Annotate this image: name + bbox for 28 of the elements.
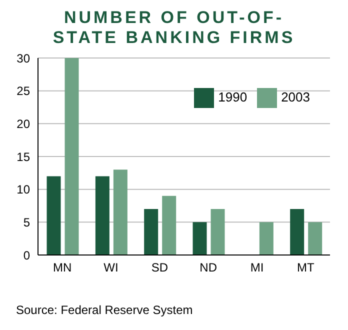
- bar: [290, 209, 304, 255]
- x-tick-label: MI: [250, 260, 264, 275]
- bar: [95, 176, 110, 255]
- y-tick-label: 15: [16, 150, 30, 164]
- x-tick-label: MN: [52, 260, 72, 275]
- chart-title: NUMBER OF OUT-OF-STATE BANKING FIRMS: [52, 8, 296, 48]
- x-tick-label: SD: [151, 260, 168, 275]
- legend-label: 2003: [281, 89, 310, 104]
- y-tick-label: 5: [23, 215, 30, 230]
- y-tick-label: 25: [16, 84, 30, 98]
- bar: [64, 58, 79, 255]
- bar: [144, 209, 158, 255]
- bar: [113, 170, 128, 255]
- bar: [46, 176, 61, 255]
- x-tick-label: MT: [297, 260, 315, 275]
- bar: [308, 222, 322, 255]
- y-tick-label: 10: [16, 182, 30, 197]
- bar: [192, 222, 207, 255]
- bar: [210, 209, 225, 255]
- y-tick-label: 20: [16, 116, 30, 131]
- y-tick-label: 0: [23, 248, 30, 262]
- bar: [259, 222, 274, 255]
- x-tick-label: WI: [104, 260, 118, 275]
- source-note: Source: Federal Reserve System: [15, 303, 194, 317]
- y-tick-label: 30: [16, 51, 30, 66]
- bar: [162, 196, 176, 255]
- x-tick-label: ND: [200, 260, 218, 275]
- legend-label: 1990: [218, 89, 248, 104]
